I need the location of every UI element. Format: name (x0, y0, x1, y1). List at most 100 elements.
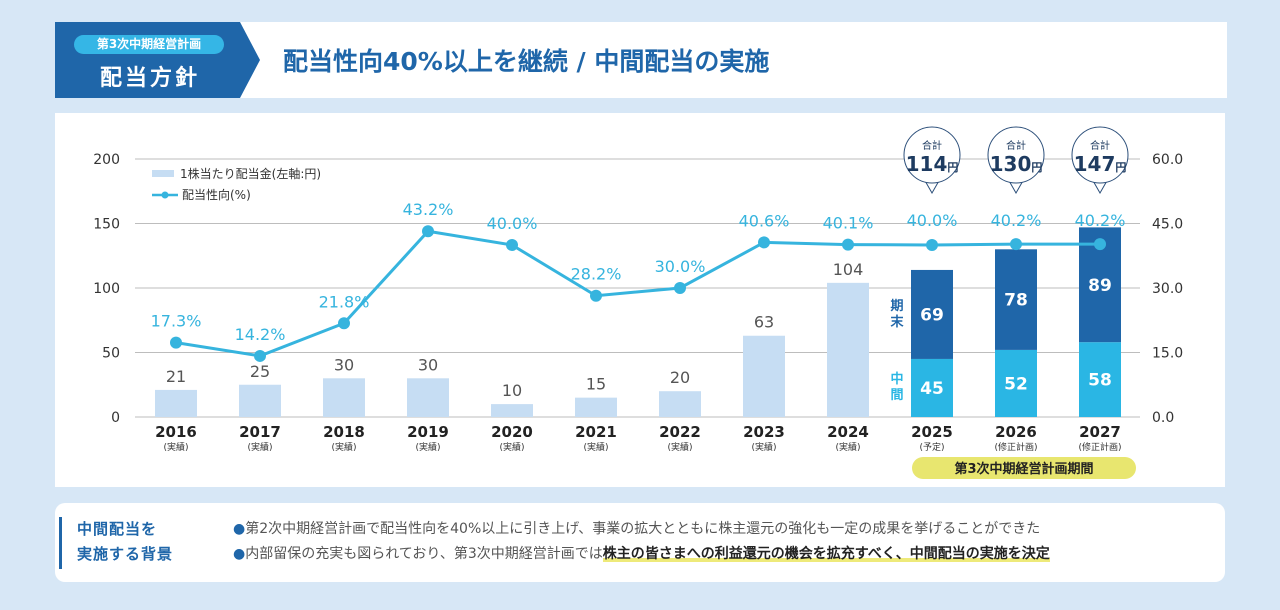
right-tick-label: 0.0 (1152, 410, 1174, 426)
interim-bar (995, 349, 1037, 417)
bullet-text: 内部留保の充実も図られており、第3次中期経営計画では (245, 546, 603, 562)
interim-value-label: 58 (1088, 371, 1112, 391)
total-unit: 円 (1031, 161, 1042, 174)
category-label: 2021 (575, 423, 617, 441)
total-label: 合計 (1090, 139, 1110, 152)
dividend-bar (407, 378, 449, 417)
category-sublabel: (実績) (163, 441, 188, 453)
payout-marker (842, 238, 854, 251)
interim-label: 間 (890, 388, 903, 403)
interim-value-label: 52 (1004, 374, 1028, 394)
bar-value-label: 15 (586, 375, 606, 394)
category-sublabel: (実績) (415, 441, 440, 453)
payout-marker (1094, 238, 1106, 251)
bar-value-label: 104 (833, 260, 864, 279)
interim-label: 中 (890, 371, 903, 387)
dividend-chart: 0 50 100 150 200 0.0 15.0 30.0 45.0 60.0 1株当たり配当金(… (93, 126, 1183, 479)
payout-label: 40.1% (823, 214, 874, 233)
highlighted-text: 株主の皆さまへの利益還元の機会を拡充すべく、中間配当の実施を決定 (602, 546, 1050, 562)
payout-label: 14.2% (235, 325, 286, 344)
payout-marker (1010, 238, 1022, 251)
period-pill (912, 457, 1136, 479)
category-label: 2019 (407, 423, 449, 441)
payout-marker (338, 317, 350, 330)
payout-label: 17.3% (151, 312, 202, 331)
period-label: 第3次中期経営計画期間 (954, 461, 1093, 477)
category-label: 2020 (491, 423, 533, 441)
legend-line-marker (161, 191, 169, 199)
year-end-label: 末 (889, 314, 904, 330)
payout-label: 43.2% (403, 200, 454, 219)
bullet-item: ●第2次中期経営計画で配当性向を40%以上に引き上げ、事業の拡大とともに株主還元… (233, 517, 1050, 542)
dividend-bar (239, 384, 281, 417)
category-label: 2024 (827, 423, 869, 441)
category-sublabel: (修正計画) (1078, 441, 1121, 453)
payout-label: 21.8% (319, 292, 370, 311)
payout-label: 40.6% (739, 211, 790, 230)
bar-value-label: 10 (502, 381, 522, 400)
page-title: 配当性向40%以上を継続 / 中間配当の実施 (283, 47, 770, 76)
interim-bar (1079, 342, 1121, 417)
payout-label: 40.2% (1075, 211, 1126, 230)
category-label: 2017 (239, 423, 281, 441)
bar-value-label: 20 (670, 368, 690, 387)
dividend-bar (491, 404, 533, 417)
payout-marker (674, 282, 686, 294)
right-tick-label: 15.0 (1152, 346, 1183, 362)
category-sublabel: (実績) (247, 441, 272, 453)
left-tick-label: 200 (93, 152, 120, 168)
background-box: 中間配当を 実施する背景 ●第2次中期経営計画で配当性向を40%以上に引き上げ、… (55, 503, 1225, 582)
right-tick-label: 30.0 (1152, 281, 1183, 297)
payout-label: 40.0% (907, 211, 958, 230)
bar-value-label: 30 (334, 355, 354, 374)
payout-marker (506, 239, 518, 251)
section-title: 配当方針 (99, 66, 200, 91)
title-line: 中間配当を (77, 520, 158, 538)
bar-value-label: 21 (166, 367, 186, 386)
background-title: 中間配当を 実施する背景 (77, 517, 173, 567)
total-unit: 円 (947, 161, 958, 174)
legend-dividend: 1株当たり配当金(左軸:円) (180, 166, 321, 181)
payout-marker (926, 239, 938, 251)
bar-value-label: 25 (250, 362, 270, 381)
bar-value-label: 30 (418, 355, 438, 374)
dividend-bar (575, 397, 617, 417)
year-end-bar (911, 269, 953, 359)
interim-bar (911, 358, 953, 417)
total-unit: 円 (1115, 161, 1126, 174)
bullet-icon: ● (233, 546, 246, 562)
category-label: 2023 (743, 423, 785, 441)
callout-mask (1092, 175, 1108, 181)
category-sublabel: (実績) (751, 441, 776, 453)
category-label: 2025 (911, 423, 953, 441)
dividend-bar (827, 282, 869, 417)
legend-bar-swatch (152, 170, 174, 177)
bullet-list: ●第2次中期経営計画で配当性向を40%以上に引き上げ、事業の拡大とともに株主還元… (233, 517, 1050, 567)
category-sublabel: (予定) (919, 441, 944, 453)
payout-label: 28.2% (571, 265, 622, 284)
payout-line (175, 229, 1100, 358)
accent-bar (59, 517, 62, 569)
category-sublabel: (修正計画) (994, 441, 1037, 453)
title-line: 実施する背景 (77, 545, 174, 563)
dividend-bar (323, 378, 365, 417)
category-sublabel: (実績) (499, 441, 524, 453)
plan-badge: 第3次中期経営計画 (74, 35, 224, 54)
bullet-icon: ● (233, 521, 246, 537)
category-label: 2026 (995, 423, 1037, 441)
right-tick-label: 60.0 (1152, 152, 1183, 168)
section-banner (55, 22, 260, 98)
interim-value-label: 45 (920, 379, 944, 399)
bullet-item: ●内部留保の充実も図られており、第3次中期経営計画では株主の皆さまへの利益還元の… (233, 542, 1050, 567)
payout-label: 40.2% (991, 211, 1042, 230)
payout-label: 30.0% (655, 257, 706, 276)
payout-marker (254, 349, 266, 362)
payout-marker (758, 236, 770, 249)
dividend-bar (155, 389, 197, 417)
category-label: 2018 (323, 423, 365, 441)
payout-label: 40.0% (487, 214, 538, 233)
payout-marker (590, 289, 602, 302)
category-label: 2016 (155, 423, 197, 441)
total-label: 合計 (1006, 139, 1026, 152)
year-end-value-label: 69 (920, 305, 944, 325)
